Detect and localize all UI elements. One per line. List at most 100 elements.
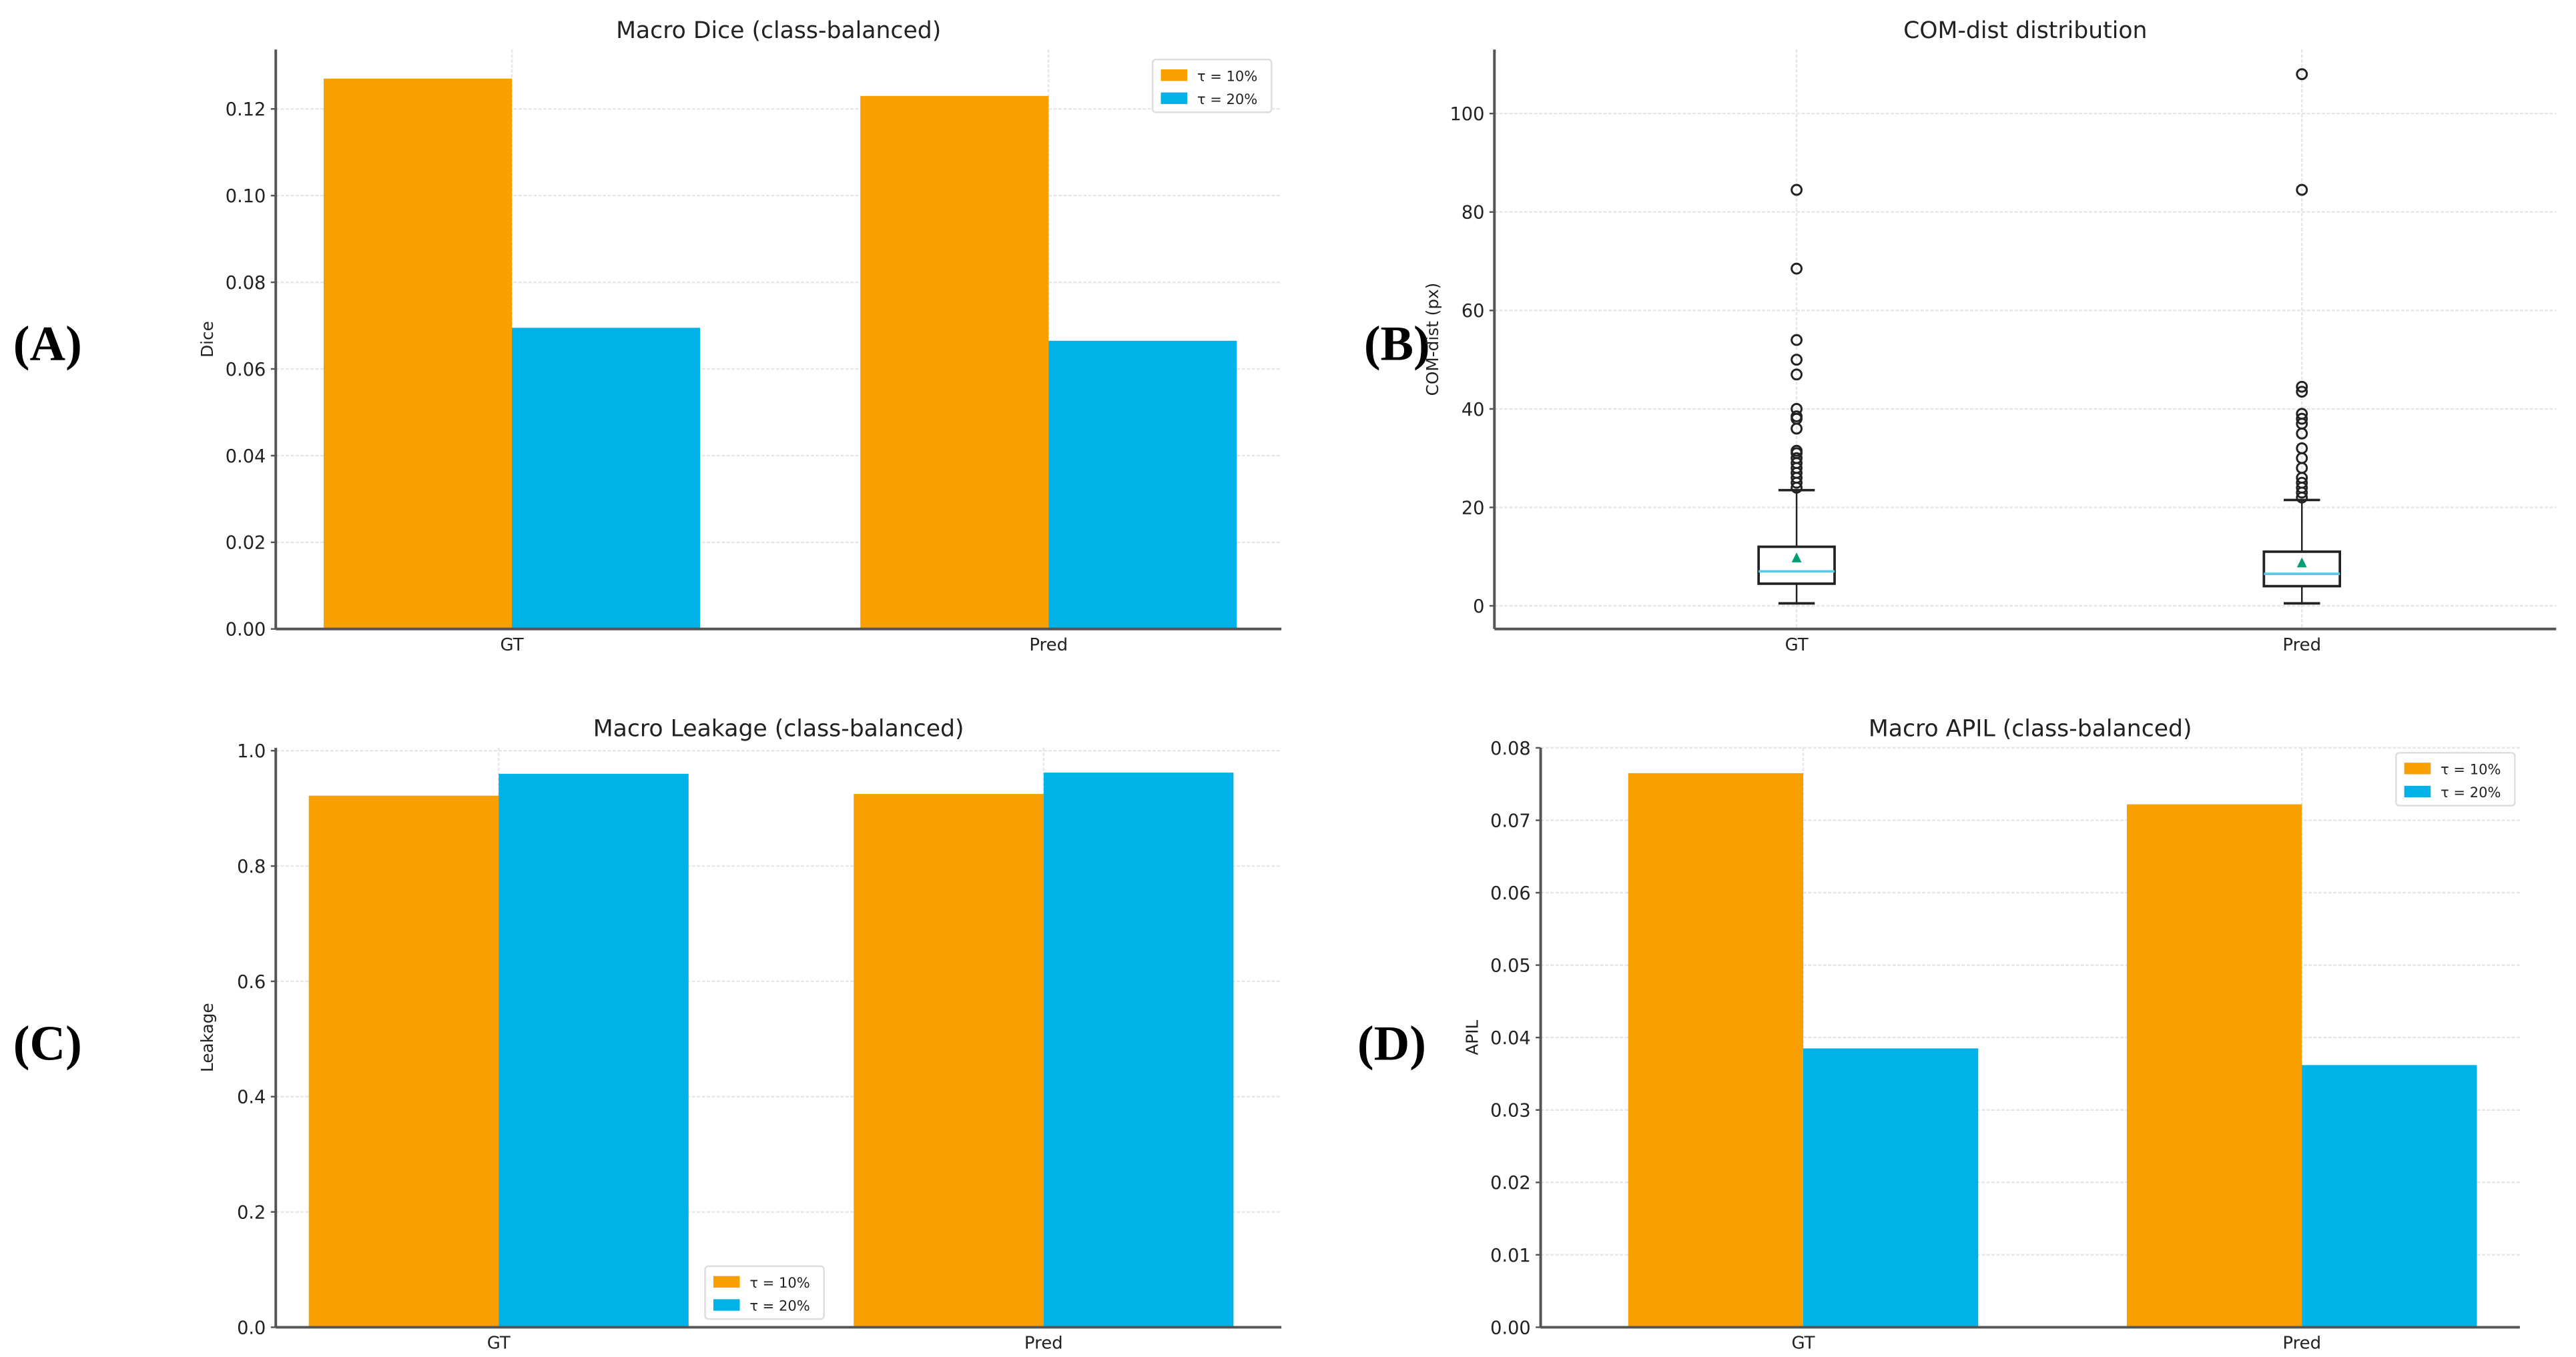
- legend-swatch: [1161, 92, 1188, 104]
- mean-marker: [1791, 552, 1802, 562]
- chart-4: 0.00 0.01 0.02 0.03 0.04 0.05 0.06 0.07 0.08 GT Pr…: [1463, 716, 2520, 1354]
- legend-label: τ = 10%: [1197, 67, 1257, 84]
- chart-title: Macro APIL (class-balanced): [1869, 716, 2192, 743]
- y-tick-label: 0.00: [1490, 1318, 1531, 1338]
- bar-pred-series1: [2126, 804, 2302, 1328]
- outlier-point: [1791, 183, 1803, 196]
- x-tick-label: GT: [487, 1334, 511, 1354]
- y-axis-label: Dice: [198, 321, 217, 358]
- x-tick-label: GT: [1791, 1334, 1815, 1354]
- y-tick-label: 60: [1462, 301, 1485, 322]
- y-tick-label: 0.04: [226, 446, 266, 467]
- outlier-point: [1791, 452, 1803, 464]
- y-tick-label: 100: [1450, 104, 1485, 125]
- box-pred: [2262, 68, 2342, 605]
- outlier-point: [1791, 403, 1803, 415]
- bar-pred-series2: [1048, 340, 1237, 629]
- outlier-point: [1791, 262, 1803, 275]
- y-tick-label: 0.10: [226, 186, 266, 207]
- box-gt: [1757, 183, 1836, 605]
- outlier-point: [1791, 410, 1803, 422]
- outlier-point: [1791, 444, 1803, 457]
- bar-gt-series2: [512, 328, 701, 629]
- y-tick-label: 0.05: [1490, 956, 1531, 977]
- y-tick-label: 0.2: [237, 1202, 266, 1223]
- outlier-point: [1791, 354, 1803, 366]
- bar-pred-series2: [1043, 773, 1234, 1328]
- x-tick-label: Pred: [2282, 1334, 2321, 1354]
- legend-label: τ = 10%: [749, 1274, 810, 1291]
- chart-title: Macro Dice (class-balanced): [616, 17, 941, 44]
- box-iqr: [1757, 545, 1836, 585]
- bar-pred-series2: [2302, 1065, 2477, 1328]
- y-tick-label: 0.02: [226, 533, 266, 554]
- panel-label-b: (B): [1364, 316, 1430, 371]
- y-tick-label: 0.07: [1490, 811, 1531, 831]
- y-tick-label: 0.4: [237, 1087, 266, 1108]
- y-axis-label: COM-dist (px): [1423, 283, 1442, 396]
- y-tick-label: 1.0: [237, 741, 266, 762]
- y-tick-label: 80: [1462, 203, 1485, 223]
- y-tick-label: 0.01: [1490, 1246, 1531, 1266]
- y-tick-label: 0.8: [237, 857, 266, 877]
- x-tick-label: Pred: [1024, 1334, 1063, 1354]
- legend-label: τ = 20%: [749, 1298, 810, 1314]
- y-tick-label: 0.08: [226, 273, 266, 294]
- y-tick-label: 20: [1462, 498, 1485, 518]
- y-tick-label: 0.03: [1490, 1101, 1531, 1121]
- y-tick-label: 0.02: [1490, 1173, 1531, 1194]
- y-tick-label: 0.06: [1490, 883, 1531, 904]
- legend-swatch: [1161, 69, 1188, 81]
- bar-gt-series1: [1628, 773, 1803, 1328]
- outlier-point: [2296, 68, 2308, 81]
- legend-swatch: [2404, 785, 2431, 798]
- y-axis-label: APIL: [1463, 1020, 1482, 1055]
- y-tick-label: 0.00: [226, 620, 266, 640]
- outlier-point: [1791, 368, 1803, 381]
- outlier-point: [2296, 380, 2308, 393]
- y-axis-label: Leakage: [198, 1003, 217, 1072]
- outlier-point: [2296, 442, 2308, 454]
- x-tick-label: GT: [501, 635, 524, 655]
- y-tick-label: 0.0: [237, 1318, 266, 1338]
- legend: τ = 10% τ = 20%: [704, 1265, 825, 1320]
- chart-2: 0 20 40 60 80 100 GT Pred COM-dist distribution C…: [1423, 17, 2557, 655]
- y-tick-label: 0.04: [1490, 1028, 1531, 1049]
- bar-gt-series1: [323, 78, 513, 629]
- y-tick-label: 0.06: [226, 360, 266, 380]
- y-tick-label: 40: [1462, 400, 1485, 420]
- panel-label-d: (D): [1357, 1017, 1426, 1071]
- legend-label: τ = 20%: [1197, 91, 1257, 107]
- bar-gt-series2: [1803, 1048, 1979, 1328]
- bar-gt-series1: [308, 795, 499, 1328]
- legend-swatch: [713, 1299, 740, 1311]
- x-tick-label: Pred: [1029, 635, 1068, 655]
- y-tick-label: 0.6: [237, 972, 266, 993]
- legend-swatch: [713, 1276, 740, 1288]
- chart-title: Macro Leakage (class-balanced): [593, 716, 964, 743]
- legend: τ = 10% τ = 20%: [2395, 752, 2516, 807]
- y-tick-label: 0.08: [1490, 739, 1531, 759]
- outlier-point: [2296, 408, 2308, 420]
- outlier-point: [2296, 183, 2308, 196]
- y-tick-label: 0.12: [226, 99, 266, 120]
- legend-swatch: [2404, 763, 2431, 775]
- legend-label: τ = 10%: [2441, 761, 2501, 778]
- outlier-point: [2296, 412, 2308, 425]
- mean-marker: [2296, 557, 2307, 568]
- box-iqr: [2262, 550, 2342, 588]
- chart-1: 0.00 0.02 0.04 0.06 0.08 0.10 0.12 GT Pred Macro …: [198, 17, 1282, 655]
- x-tick-label: Pred: [2282, 635, 2321, 655]
- y-tick-label: 0: [1473, 596, 1484, 617]
- outlier-point: [2296, 386, 2308, 398]
- chart-3: 0.0 0.2 0.4 0.6 0.8 1.0 GT Pred Macro Leakage (c…: [198, 716, 1282, 1354]
- legend-label: τ = 20%: [2441, 784, 2501, 801]
- legend: τ = 10% τ = 20%: [1151, 58, 1273, 113]
- bar-pred-series1: [854, 794, 1044, 1328]
- x-tick-label: GT: [1785, 635, 1809, 655]
- panel-label-c: (C): [13, 1017, 82, 1071]
- panel-label-a: (A): [13, 316, 82, 371]
- outlier-point: [1791, 334, 1803, 346]
